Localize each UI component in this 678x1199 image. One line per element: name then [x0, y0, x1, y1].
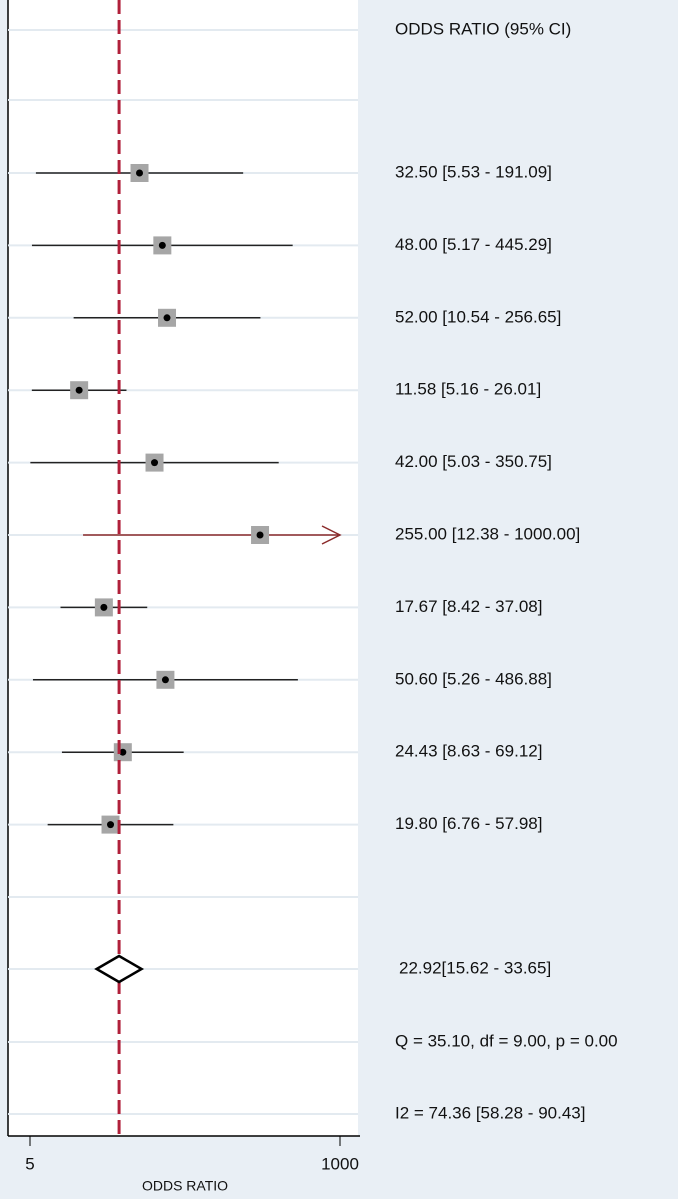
ci-label: 255.00 [12.38 - 1000.00]	[395, 524, 580, 543]
ci-label: 50.60 [5.26 - 486.88]	[395, 669, 552, 688]
point-estimate	[100, 603, 108, 611]
point-estimate	[158, 241, 166, 249]
x-axis-label: ODDS RATIO	[142, 1178, 228, 1194]
point-estimate	[136, 169, 144, 177]
point-estimate	[75, 386, 83, 394]
point-estimate	[107, 821, 115, 829]
ci-label: 11.58 [5.16 - 26.01]	[395, 380, 541, 399]
pooled-label: 22.92[15.62 - 33.65]	[399, 958, 551, 977]
ci-label: 42.00 [5.03 - 350.75]	[395, 452, 552, 471]
x-tick-label: 5	[25, 1154, 34, 1173]
ci-label: 17.67 [8.42 - 37.08]	[395, 597, 542, 616]
ci-label: 24.43 [8.63 - 69.12]	[395, 742, 542, 761]
ci-arrow	[321, 525, 342, 545]
ci-label: 32.50 [5.53 - 191.09]	[395, 162, 552, 181]
x-tick-label: 1000	[321, 1154, 359, 1173]
plot-area	[8, 0, 358, 1136]
pooled-diamond	[94, 954, 145, 984]
ci-label: 19.80 [6.76 - 57.98]	[395, 814, 542, 833]
point-estimate	[151, 459, 159, 467]
heterogeneity-label: Q = 35.10, df = 9.00, p = 0.00	[395, 1031, 618, 1050]
point-estimate	[163, 314, 171, 322]
column-header: ODDS RATIO (95% CI)	[395, 19, 571, 38]
ci-label: 52.00 [10.54 - 256.65]	[395, 307, 561, 326]
ci-label: 48.00 [5.17 - 445.29]	[395, 235, 552, 254]
heterogeneity-label: I2 = 74.36 [58.28 - 90.43]	[395, 1103, 585, 1122]
point-estimate	[161, 676, 169, 684]
marks	[30, 0, 342, 1136]
point-estimate	[256, 531, 264, 539]
point-estimate	[119, 748, 127, 756]
